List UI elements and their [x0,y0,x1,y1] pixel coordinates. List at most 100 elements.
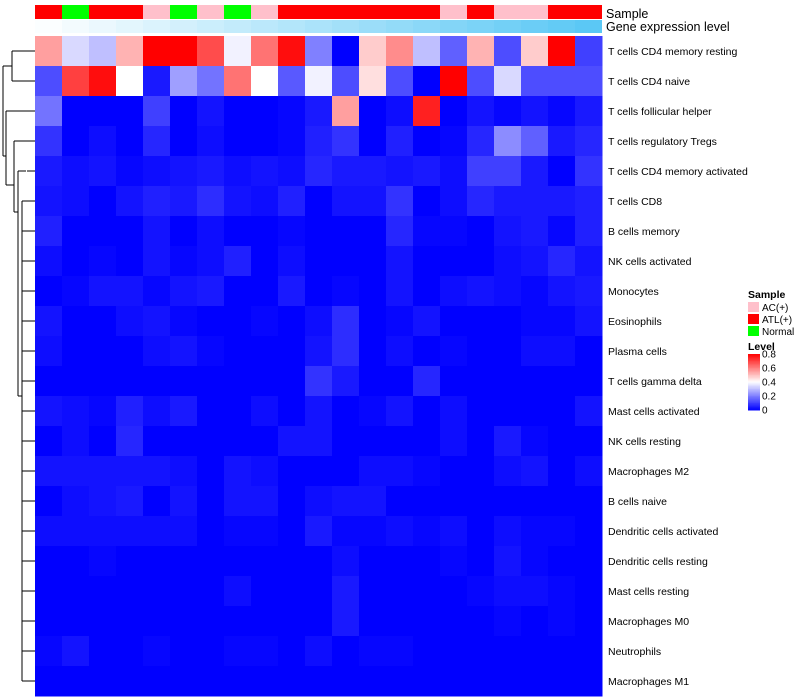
heatmap-cell [89,666,117,697]
expression-annotation-cell [143,20,170,33]
heatmap-cell [89,576,117,607]
heatmap-cell [143,546,171,577]
heatmap-cell [548,636,576,667]
heatmap-cell [413,336,441,367]
heatmap-cell [62,336,90,367]
heatmap-cell [332,366,360,397]
heatmap-cell [116,36,144,67]
heatmap-cell [251,246,279,277]
heatmap-cell [35,126,63,157]
heatmap-cell [521,96,549,127]
heatmap-cell [332,276,360,307]
heatmap-cell [494,156,522,187]
heatmap-cell [575,486,603,517]
heatmap-cell [440,636,468,667]
legend-level-title: Level [748,341,775,353]
heatmap-cell [575,276,603,307]
colorbar-segment [748,368,760,370]
heatmap-cell [224,426,252,457]
colorbar-segment [748,389,760,391]
heatmap-cell [89,126,117,157]
heatmap-cell [548,396,576,427]
heatmap-cell [251,126,279,157]
heatmap-cell [548,96,576,127]
heatmap-cell [35,486,63,517]
heatmap-cell [548,36,576,67]
row-label: Eosinophils [608,316,662,328]
heatmap-cell [386,66,414,97]
heatmap-cell [359,456,387,487]
heatmap-cell [548,336,576,367]
row-label: T cells gamma delta [608,376,702,388]
heatmap-cell [467,66,495,97]
heatmap-cell [143,576,171,607]
heatmap-cell [332,96,360,127]
heatmap-cell [440,66,468,97]
heatmap-cell [440,486,468,517]
heatmap-cell [359,546,387,577]
heatmap-cell [116,306,144,337]
heatmap-cell [35,156,63,187]
heatmap-cell [305,276,333,307]
heatmap-cell [440,276,468,307]
heatmap-cell [332,36,360,67]
heatmap-cell [35,636,63,667]
heatmap-cell [89,246,117,277]
heatmap-cell [494,636,522,667]
expression-annotation-cell [575,20,602,33]
heatmap-cell [116,156,144,187]
heatmap-cell [467,156,495,187]
colorbar-segment [748,365,760,368]
heatmap-cell [278,366,306,397]
colorbar-segment [748,356,760,359]
heatmap-cell [575,306,603,337]
heatmap-cell [575,366,603,397]
colorbar-segment [748,400,760,403]
heatmap-cell [386,126,414,157]
heatmap-cell [332,186,360,217]
heatmap-cell [197,156,225,187]
heatmap-cell [359,216,387,247]
sample-annotation-cell [143,5,170,19]
heatmap-cell [143,426,171,457]
expression-annotation-cell [305,20,332,33]
heatmap-cell [467,306,495,337]
heatmap-cell [413,66,441,97]
heatmap-cell [278,576,306,607]
heatmap-cell [116,186,144,217]
heatmap-cell [413,396,441,427]
colorbar-tick-label: 0 [762,406,768,417]
heatmap-cell [413,246,441,277]
heatmap-cell [548,576,576,607]
expression-annotation-cell [278,20,305,33]
heatmap-cell [278,246,306,277]
heatmap-cell [251,456,279,487]
colorbar-segment [748,376,760,379]
heatmap-cell [89,66,117,97]
heatmap-cell [35,96,63,127]
heatmap-cell [89,426,117,457]
heatmap-cell [116,666,144,697]
heatmap-cell [548,216,576,247]
heatmap-cell [278,216,306,247]
heatmap-cell [116,336,144,367]
heatmap-cell [170,606,198,637]
heatmap-cell [251,426,279,457]
heatmap-cell [521,546,549,577]
sample-annotation-cell [251,5,278,19]
colorbar-segment [748,391,760,394]
heatmap-cell [440,456,468,487]
legend-level: Level 0.8 0.6 0.4 0.2 0 [748,341,776,417]
heatmap-cell [197,336,225,367]
heatmap-cell [332,126,360,157]
heatmap-cell [575,606,603,637]
heatmap-cell [278,516,306,547]
heatmap-cell [386,456,414,487]
heatmap-cell [548,426,576,457]
heatmap-cell [548,246,576,277]
expression-annotation-cell [386,20,413,33]
heatmap-cell [170,216,198,247]
heatmap-cell [548,156,576,187]
heatmap-cell [89,306,117,337]
heatmap-cell [413,606,441,637]
